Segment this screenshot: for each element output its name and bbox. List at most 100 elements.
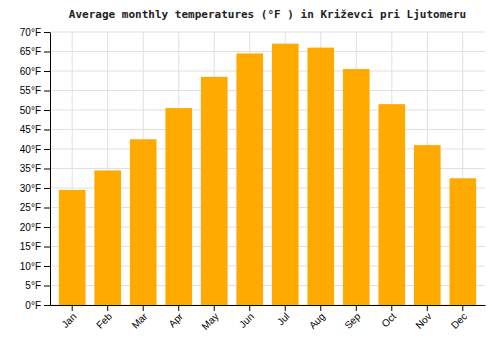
axis-line <box>51 305 486 306</box>
tick-label: 0°F <box>25 300 41 311</box>
grid <box>50 32 485 305</box>
bar <box>130 139 157 305</box>
grid-line <box>50 32 485 33</box>
bar <box>272 44 299 305</box>
x-axis: Jan Feb Mar Apr May Jun Jul Aug Sep Oct Nov Dec <box>51 305 486 332</box>
title: Average monthly temperatures (°F ) in Kr… <box>69 8 466 21</box>
tick: 20°F <box>20 222 50 233</box>
tick: 10°F <box>20 261 50 272</box>
tick: May <box>199 305 220 332</box>
tick-mark <box>391 305 392 311</box>
tick-label: Aug <box>307 311 327 331</box>
tick-label: Jun <box>237 311 256 330</box>
tick-label: 15°F <box>20 241 41 252</box>
bar <box>307 48 334 305</box>
tick-label: 55°F <box>20 85 41 96</box>
bar <box>378 104 405 305</box>
tick-mark <box>44 110 50 111</box>
tick: Apr <box>166 305 185 329</box>
y-axis: 0°F 5°F 10°F 15°F 20°F 25°F 30°F 35°F 40°F 45°F 50… <box>20 27 51 311</box>
tick-mark <box>462 305 463 311</box>
tick-mark <box>44 266 50 267</box>
tick-label: 45°F <box>20 124 41 135</box>
tick: Mar <box>130 305 150 331</box>
tick: Feb <box>94 305 114 331</box>
tick-label: 65°F <box>20 46 41 57</box>
tick-label: 35°F <box>20 163 41 174</box>
bar <box>94 170 121 305</box>
tick-mark <box>44 91 50 92</box>
tick: Aug <box>307 305 327 331</box>
tick: 0°F <box>25 300 50 311</box>
bar <box>414 145 441 305</box>
tick-mark <box>44 227 50 228</box>
grid-line <box>50 71 485 72</box>
tick-label: 40°F <box>20 144 41 155</box>
tick-mark <box>72 305 73 311</box>
tick: 35°F <box>20 163 50 174</box>
tick-mark <box>249 305 250 311</box>
tick: 15°F <box>20 241 50 252</box>
bar <box>59 190 86 305</box>
tick-label: Jan <box>59 311 78 330</box>
tick: 30°F <box>20 183 50 194</box>
tick-label: Nov <box>413 311 433 331</box>
tick-label: Feb <box>94 310 114 330</box>
tick: Sep <box>342 305 363 331</box>
tick-mark <box>44 247 50 248</box>
tick-mark <box>44 208 50 209</box>
tick-mark <box>178 305 179 311</box>
tick: Jun <box>237 305 256 330</box>
tick: 45°F <box>20 124 50 135</box>
bar <box>236 53 263 305</box>
tick-mark <box>107 305 108 311</box>
tick-label: 60°F <box>20 66 41 77</box>
tick: Nov <box>413 305 433 331</box>
tick-label: 30°F <box>20 183 41 194</box>
grid-line <box>50 129 485 130</box>
tick-mark <box>356 305 357 311</box>
grid-line <box>50 90 485 91</box>
bars <box>59 44 476 305</box>
tick-mark <box>427 305 428 311</box>
tick: 65°F <box>20 46 50 57</box>
tick-mark <box>285 305 286 311</box>
tick-label: 5°F <box>25 280 41 291</box>
tick-mark <box>214 305 215 311</box>
tick-mark <box>44 169 50 170</box>
tick-label: May <box>199 311 220 332</box>
bar <box>449 178 476 305</box>
tick: Oct <box>379 305 398 329</box>
tick-mark <box>44 32 50 33</box>
tick-mark <box>44 188 50 189</box>
bar <box>165 108 192 305</box>
tick-label: Mar <box>130 310 150 330</box>
tick-label: Dec <box>449 311 469 331</box>
tick-label: 10°F <box>20 261 41 272</box>
tick-label: 70°F <box>20 27 41 38</box>
bar <box>201 77 228 305</box>
tick-label: 20°F <box>20 222 41 233</box>
tick: Dec <box>449 305 469 331</box>
chart: Jan Feb Mar Apr May Jun Jul Aug Sep Oct Nov Dec 0°F 5… <box>0 0 500 350</box>
tick: 5°F <box>25 280 50 291</box>
tick-mark <box>44 130 50 131</box>
tick: 50°F <box>20 105 50 116</box>
tick-mark <box>143 305 144 311</box>
bar <box>343 69 370 305</box>
tick: Jul <box>275 305 292 327</box>
tick: 55°F <box>20 85 50 96</box>
tick: Jan <box>59 305 78 330</box>
axis-line <box>50 33 51 306</box>
tick: 60°F <box>20 66 50 77</box>
tick-label: 25°F <box>20 202 41 213</box>
tick-label: 50°F <box>20 105 41 116</box>
tick-label: Sep <box>342 310 363 331</box>
tick-mark <box>44 149 50 150</box>
tick: 25°F <box>20 202 50 213</box>
tick-mark <box>44 305 50 306</box>
tick-mark <box>44 71 50 72</box>
tick-label: Apr <box>166 310 185 329</box>
tick: 40°F <box>20 144 50 155</box>
tick-mark <box>44 52 50 53</box>
